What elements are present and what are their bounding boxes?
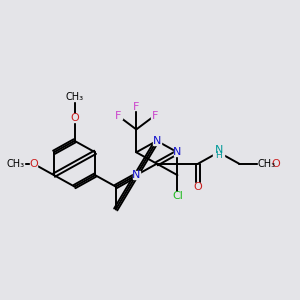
- Text: N: N: [173, 147, 182, 157]
- Bar: [133, 103, 140, 110]
- Bar: [171, 192, 184, 200]
- Bar: [194, 183, 202, 190]
- Bar: [272, 160, 279, 167]
- Text: CH₃: CH₃: [257, 159, 276, 169]
- Text: CH₃: CH₃: [6, 159, 24, 169]
- Text: F: F: [133, 102, 140, 112]
- Text: O: O: [194, 182, 202, 192]
- Bar: [174, 148, 181, 156]
- Bar: [258, 160, 275, 167]
- Text: H: H: [215, 151, 222, 160]
- Bar: [71, 114, 78, 122]
- Bar: [66, 94, 83, 101]
- Text: N: N: [214, 146, 223, 155]
- Text: F: F: [115, 111, 121, 121]
- Bar: [213, 148, 224, 157]
- Text: N: N: [132, 170, 140, 180]
- Bar: [30, 160, 37, 167]
- Bar: [151, 112, 158, 119]
- Bar: [133, 172, 140, 179]
- Text: O: O: [272, 159, 280, 169]
- Text: F: F: [152, 111, 158, 121]
- Text: O: O: [70, 113, 79, 123]
- Text: CH₃: CH₃: [65, 92, 84, 102]
- Text: O: O: [29, 159, 38, 169]
- Bar: [114, 112, 122, 119]
- Bar: [153, 137, 161, 145]
- Text: Cl: Cl: [172, 191, 183, 201]
- Bar: [6, 160, 24, 167]
- Text: N: N: [153, 136, 161, 146]
